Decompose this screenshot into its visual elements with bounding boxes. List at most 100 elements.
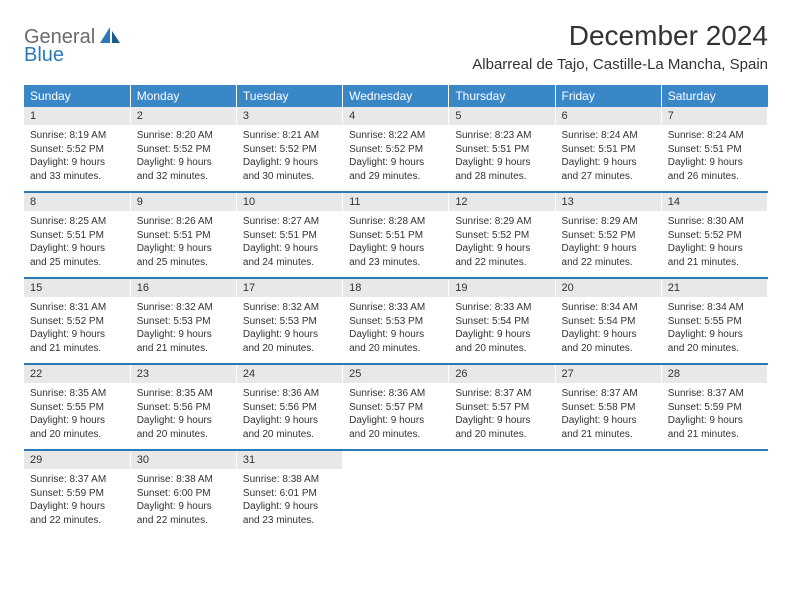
day-info-line: and 30 minutes. bbox=[243, 170, 336, 184]
day-body: Sunrise: 8:37 AMSunset: 5:59 PMDaylight:… bbox=[662, 383, 767, 449]
day-info-line: Sunset: 5:51 PM bbox=[30, 229, 124, 243]
day-number: 20 bbox=[556, 279, 661, 297]
calendar-day-cell: 14Sunrise: 8:30 AMSunset: 5:52 PMDayligh… bbox=[661, 192, 767, 278]
day-info-line: Daylight: 9 hours bbox=[455, 414, 548, 428]
day-info-line: Sunrise: 8:27 AM bbox=[243, 215, 336, 229]
day-info-line: Sunset: 5:52 PM bbox=[243, 143, 336, 157]
day-number: 8 bbox=[24, 193, 130, 211]
calendar-day-cell: 11Sunrise: 8:28 AMSunset: 5:51 PMDayligh… bbox=[343, 192, 449, 278]
calendar-day-cell: 10Sunrise: 8:27 AMSunset: 5:51 PMDayligh… bbox=[236, 192, 342, 278]
day-info-line: and 29 minutes. bbox=[349, 170, 442, 184]
day-info-line: Daylight: 9 hours bbox=[137, 414, 230, 428]
header: General December 2024 Albarreal de Tajo,… bbox=[24, 20, 768, 73]
day-info-line: Sunrise: 8:37 AM bbox=[30, 473, 124, 487]
day-info-line: Sunrise: 8:33 AM bbox=[455, 301, 548, 315]
day-info-line: Sunset: 5:55 PM bbox=[30, 401, 124, 415]
calendar-day-cell: 31Sunrise: 8:38 AMSunset: 6:01 PMDayligh… bbox=[236, 450, 342, 535]
calendar-day-cell: 29Sunrise: 8:37 AMSunset: 5:59 PMDayligh… bbox=[24, 450, 130, 535]
calendar-day-cell: 13Sunrise: 8:29 AMSunset: 5:52 PMDayligh… bbox=[555, 192, 661, 278]
day-info-line: Daylight: 9 hours bbox=[562, 414, 655, 428]
day-info-line: and 20 minutes. bbox=[30, 428, 124, 442]
day-info-line: Sunrise: 8:32 AM bbox=[243, 301, 336, 315]
day-info-line: and 23 minutes. bbox=[243, 514, 336, 528]
day-info-line: Sunrise: 8:36 AM bbox=[349, 387, 442, 401]
calendar-day-cell bbox=[449, 450, 555, 535]
day-info-line: Daylight: 9 hours bbox=[349, 414, 442, 428]
day-info-line: Sunrise: 8:38 AM bbox=[137, 473, 230, 487]
day-info-line: Sunrise: 8:33 AM bbox=[349, 301, 442, 315]
day-info-line: and 27 minutes. bbox=[562, 170, 655, 184]
day-number: 27 bbox=[556, 365, 661, 383]
day-info-line: Daylight: 9 hours bbox=[668, 414, 761, 428]
calendar-day-cell: 24Sunrise: 8:36 AMSunset: 5:56 PMDayligh… bbox=[236, 364, 342, 450]
calendar-week-row: 22Sunrise: 8:35 AMSunset: 5:55 PMDayligh… bbox=[24, 364, 768, 450]
day-body: Sunrise: 8:26 AMSunset: 5:51 PMDaylight:… bbox=[131, 211, 236, 277]
day-info-line: and 20 minutes. bbox=[243, 428, 336, 442]
calendar-day-cell: 18Sunrise: 8:33 AMSunset: 5:53 PMDayligh… bbox=[343, 278, 449, 364]
day-info-line: Sunset: 5:55 PM bbox=[668, 315, 761, 329]
day-info-line: Sunset: 5:53 PM bbox=[137, 315, 230, 329]
day-info-line: Daylight: 9 hours bbox=[455, 242, 548, 256]
day-info-line: Sunrise: 8:29 AM bbox=[455, 215, 548, 229]
day-info-line: and 20 minutes. bbox=[668, 342, 761, 356]
day-info-line: Daylight: 9 hours bbox=[243, 414, 336, 428]
calendar-day-cell bbox=[555, 450, 661, 535]
day-body: Sunrise: 8:37 AMSunset: 5:58 PMDaylight:… bbox=[556, 383, 661, 449]
day-info-line: and 20 minutes. bbox=[243, 342, 336, 356]
day-number: 6 bbox=[556, 107, 661, 125]
day-info-line: Daylight: 9 hours bbox=[562, 328, 655, 342]
day-info-line: Sunrise: 8:37 AM bbox=[562, 387, 655, 401]
day-body: Sunrise: 8:24 AMSunset: 5:51 PMDaylight:… bbox=[662, 125, 767, 191]
day-info-line: Daylight: 9 hours bbox=[30, 328, 124, 342]
day-info-line: Daylight: 9 hours bbox=[455, 328, 548, 342]
day-info-line: and 20 minutes. bbox=[349, 428, 442, 442]
day-body: Sunrise: 8:19 AMSunset: 5:52 PMDaylight:… bbox=[24, 125, 130, 191]
day-info-line: Sunrise: 8:29 AM bbox=[562, 215, 655, 229]
day-info-line: Daylight: 9 hours bbox=[349, 242, 442, 256]
brand-sail-icon bbox=[100, 27, 122, 48]
calendar-week-row: 8Sunrise: 8:25 AMSunset: 5:51 PMDaylight… bbox=[24, 192, 768, 278]
day-body: Sunrise: 8:30 AMSunset: 5:52 PMDaylight:… bbox=[662, 211, 767, 277]
day-info-line: and 20 minutes. bbox=[455, 342, 548, 356]
day-info-line: Sunset: 5:59 PM bbox=[668, 401, 761, 415]
calendar-day-cell: 28Sunrise: 8:37 AMSunset: 5:59 PMDayligh… bbox=[661, 364, 767, 450]
day-body: Sunrise: 8:34 AMSunset: 5:54 PMDaylight:… bbox=[556, 297, 661, 363]
day-info-line: Sunset: 5:52 PM bbox=[30, 315, 124, 329]
day-info-line: Daylight: 9 hours bbox=[137, 328, 230, 342]
day-number: 1 bbox=[24, 107, 130, 125]
calendar-table: Sunday Monday Tuesday Wednesday Thursday… bbox=[24, 85, 768, 535]
calendar-day-cell: 7Sunrise: 8:24 AMSunset: 5:51 PMDaylight… bbox=[661, 107, 767, 192]
day-info-line: Sunset: 5:52 PM bbox=[349, 143, 442, 157]
brand-part2-wrap: Blue bbox=[24, 44, 64, 67]
calendar-day-cell: 3Sunrise: 8:21 AMSunset: 5:52 PMDaylight… bbox=[236, 107, 342, 192]
day-number: 11 bbox=[343, 193, 448, 211]
day-info-line: Daylight: 9 hours bbox=[30, 500, 124, 514]
calendar-day-cell: 9Sunrise: 8:26 AMSunset: 5:51 PMDaylight… bbox=[130, 192, 236, 278]
day-body: Sunrise: 8:21 AMSunset: 5:52 PMDaylight:… bbox=[237, 125, 342, 191]
day-info-line: Sunrise: 8:20 AM bbox=[137, 129, 230, 143]
calendar-day-cell: 15 Sunrise: 8:31 AMSunset: 5:52 PMDayligh… bbox=[24, 278, 130, 364]
calendar-day-cell: 12Sunrise: 8:29 AMSunset: 5:52 PMDayligh… bbox=[449, 192, 555, 278]
day-info-line: Daylight: 9 hours bbox=[349, 156, 442, 170]
calendar-day-cell bbox=[343, 450, 449, 535]
weekday-header: Thursday bbox=[449, 85, 555, 107]
day-number: 31 bbox=[237, 451, 342, 469]
day-body: Sunrise: 8:38 AMSunset: 6:00 PMDaylight:… bbox=[131, 469, 236, 535]
weekday-header: Monday bbox=[130, 85, 236, 107]
day-number: 15 bbox=[24, 279, 130, 297]
day-info-line: Daylight: 9 hours bbox=[668, 242, 761, 256]
day-info-line: Sunrise: 8:35 AM bbox=[30, 387, 124, 401]
day-body: Sunrise: 8:29 AMSunset: 5:52 PMDaylight:… bbox=[556, 211, 661, 277]
day-info-line: Daylight: 9 hours bbox=[668, 328, 761, 342]
day-info-line: Sunrise: 8:31 AM bbox=[30, 301, 124, 315]
day-number: 14 bbox=[662, 193, 767, 211]
weekday-header: Tuesday bbox=[236, 85, 342, 107]
day-info-line: and 21 minutes. bbox=[30, 342, 124, 356]
day-body: Sunrise: 8:37 AMSunset: 5:59 PMDaylight:… bbox=[24, 469, 130, 535]
day-number: 21 bbox=[662, 279, 767, 297]
day-info-line: Sunrise: 8:28 AM bbox=[349, 215, 442, 229]
day-body: Sunrise: 8:37 AMSunset: 5:57 PMDaylight:… bbox=[449, 383, 554, 449]
day-number: 19 bbox=[449, 279, 554, 297]
day-info-line: Sunrise: 8:26 AM bbox=[137, 215, 230, 229]
calendar-day-cell: 8Sunrise: 8:25 AMSunset: 5:51 PMDaylight… bbox=[24, 192, 130, 278]
